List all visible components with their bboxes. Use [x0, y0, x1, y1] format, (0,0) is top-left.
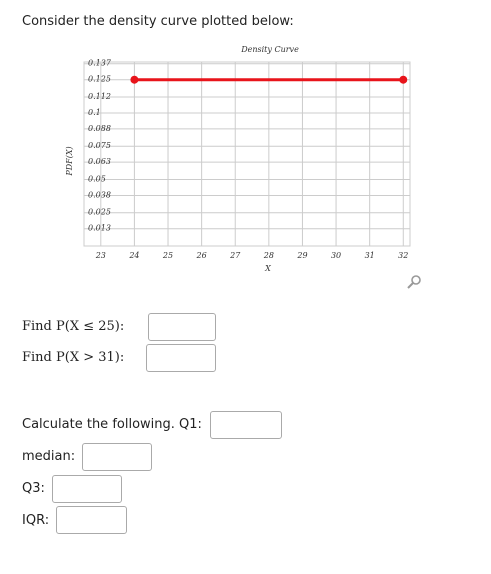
- answer-input[interactable]: [82, 443, 152, 471]
- x-tick-label: 30: [331, 251, 341, 260]
- y-tick-label: 0.137: [88, 59, 112, 68]
- y-tick-label: 0.125: [88, 75, 111, 84]
- x-tick-label: 24: [128, 251, 139, 260]
- x-tick-label: 29: [296, 251, 307, 260]
- answer-input[interactable]: [52, 475, 122, 503]
- x-tick-label: 27: [229, 251, 241, 260]
- x-tick-label: 28: [263, 251, 274, 260]
- zoom-icon[interactable]: [407, 275, 421, 289]
- y-tick-label: 0.063: [88, 157, 111, 166]
- x-tick-label: 32: [398, 251, 408, 260]
- y-tick-label: 0.1: [88, 108, 101, 117]
- answer-input[interactable]: [56, 506, 127, 534]
- y-tick-label: 0.013: [88, 224, 111, 233]
- answer-input[interactable]: [148, 313, 216, 341]
- question-label: median:: [22, 449, 76, 464]
- question-label: Q3:: [22, 481, 45, 496]
- prompt: Consider the density curve plotted below…: [22, 14, 294, 29]
- y-tick-label: 0.075: [88, 141, 111, 150]
- answer-input[interactable]: [210, 411, 282, 439]
- y-tick-label: 0.038: [88, 190, 111, 199]
- question-label: Find P(X ≤ 25):: [22, 319, 125, 334]
- endpoint: [399, 75, 408, 84]
- y-tick-label: 0.025: [88, 208, 111, 217]
- endpoint: [130, 75, 139, 84]
- y-axis-label: PDF(X): [65, 146, 74, 176]
- y-tick-label: 0.088: [88, 124, 111, 133]
- x-tick-label: 31: [365, 251, 375, 260]
- y-tick-label: 0.112: [88, 92, 111, 101]
- x-axis-label: X: [264, 264, 271, 273]
- x-tick-label: 26: [196, 251, 207, 260]
- plot-area: [83, 61, 411, 247]
- question-label: IQR:: [22, 513, 50, 528]
- question-label: Calculate the following. Q1:: [22, 417, 202, 432]
- question-label: Find P(X > 31):: [22, 350, 125, 365]
- answer-input[interactable]: [146, 344, 216, 372]
- x-tick-label: 25: [162, 251, 173, 260]
- y-tick-label: 0.05: [88, 174, 106, 183]
- chart-title: Density Curve: [240, 45, 299, 54]
- chart: Density Curve X PDF(X) 0.1370.1250.1120.…: [65, 45, 421, 289]
- x-tick-label: 23: [95, 251, 106, 260]
